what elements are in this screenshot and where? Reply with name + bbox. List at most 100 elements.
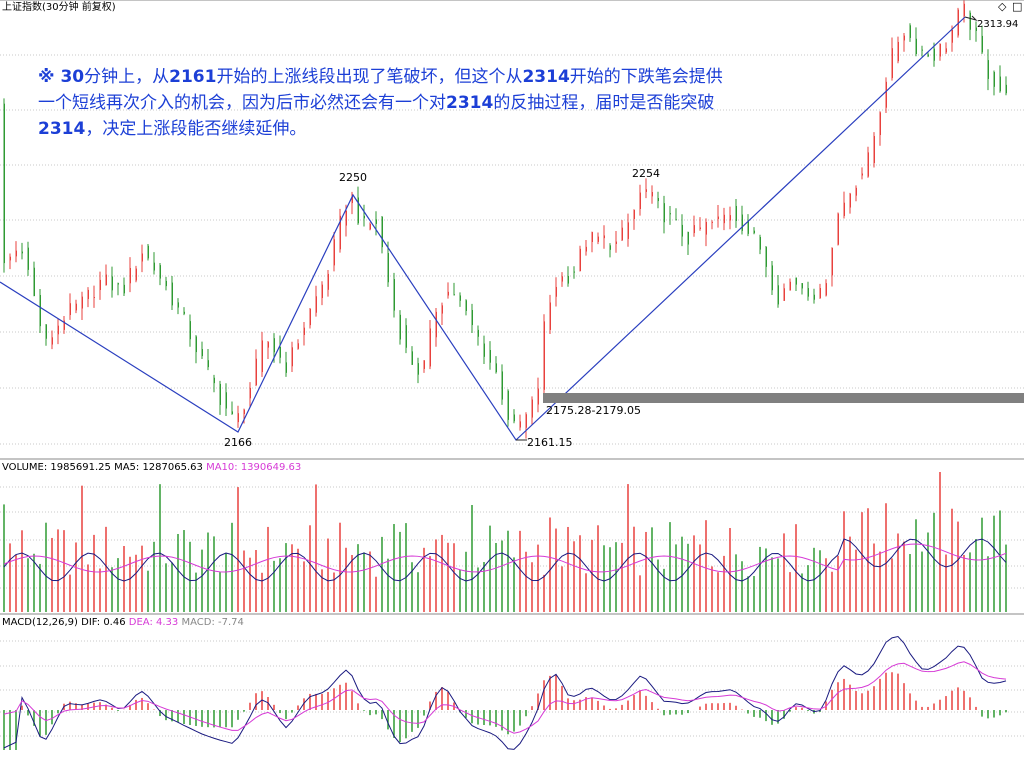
annotation-part: 2314 [446,93,494,113]
gap-zone-band [543,393,1024,403]
candle-body [699,227,701,229]
annotation-part: 2161 [169,67,217,87]
candle-body [297,343,299,349]
candle-body [285,362,287,373]
candle-body [177,302,179,308]
candle-body [849,193,851,208]
candle-body [567,275,569,284]
candle-body [261,340,263,373]
candle-body [357,197,359,224]
candle-body [897,41,899,62]
candle-body [339,215,341,250]
candle-body [513,414,515,422]
candle-body [453,294,455,296]
annotation-part: 的反抽过程，届时是否能突破 [493,93,715,113]
annotation-part: 2314 [38,119,86,139]
candle-body [705,221,707,235]
candle-body [741,214,743,231]
candle-body [579,248,581,272]
candle-body [39,295,41,327]
volume-header: VOLUME: 1985691.25 MA5: 1287065.63 MA10:… [2,462,301,474]
candle-body [231,411,233,414]
candle-body [873,136,875,164]
candle-body [645,189,647,192]
candle-body [351,195,353,204]
candle-body [687,232,689,245]
candle-body [153,262,155,271]
candle-body [789,281,791,291]
candle-body [237,413,239,423]
candle-body [369,223,371,230]
candle-body [711,221,713,223]
candle-body [291,347,293,367]
candle-body [909,25,911,38]
candle-body [615,241,617,244]
candle-body [663,203,665,223]
annotation-part: ，决定上涨段能否继续延伸。 [85,119,307,139]
candle-body [21,251,23,254]
pivot-label-2166: 2166 [224,436,252,449]
candle-body [903,35,905,41]
candle-body [141,253,143,262]
candle-body [93,297,95,299]
candle-body [381,216,383,248]
volume-ma10-line [3,543,1007,573]
candle-body [483,343,485,357]
candle-body [549,302,551,330]
candle-body [531,399,533,418]
candle-body [597,236,599,242]
candle-body [99,279,101,290]
candle-body [585,246,587,252]
candle-body [507,390,509,420]
candle-body [33,267,35,297]
volume-ma5-line [3,538,1007,582]
candle-body [387,253,389,283]
macd-histogram [3,672,1007,750]
candle-body [627,222,629,239]
candle-body [813,294,815,300]
candle-body [471,309,473,326]
macd-value: MACD: -7.74 [181,617,244,628]
volume-label: VOLUME: 1985691.25 [2,462,111,473]
candle-body [753,230,755,234]
candle-body [573,271,575,273]
candle-body [603,235,605,239]
diamond-icon[interactable]: ◇ [998,0,1007,13]
candle-body [27,247,29,270]
candle-body [885,81,887,108]
close-icon[interactable]: □ [1012,0,1023,13]
candle-body [771,265,773,291]
candle-body [861,173,863,176]
candle-body [675,219,677,221]
candle-body [735,205,737,221]
candle-body [501,371,503,400]
candle-body [45,324,47,339]
annotation-part: 30 [60,67,85,87]
annotation-part: 2314 [522,67,570,87]
candle-body [819,288,821,299]
candle-body [333,239,335,266]
candle-body [981,35,983,53]
candle-body [999,76,1001,92]
candle-body [363,215,365,219]
candle-body [399,314,401,340]
annotation-part: 分钟上，从 [84,67,170,87]
candle-body [183,311,185,314]
candle-body [879,112,881,136]
candle-body [147,245,149,259]
candle-body [921,49,923,51]
candle-body [405,325,407,348]
candle-body [201,349,203,357]
candle-body [891,48,893,79]
candle-body [555,286,557,297]
macd-dif: DIF: 0.46 [81,617,126,628]
candle-body [591,232,593,242]
candle-body [213,377,215,384]
price-candles [3,0,1007,439]
candle-body [987,60,989,79]
candle-body [87,289,89,299]
candle-body [609,245,611,250]
candle-body [315,296,317,313]
candle-body [225,392,227,409]
